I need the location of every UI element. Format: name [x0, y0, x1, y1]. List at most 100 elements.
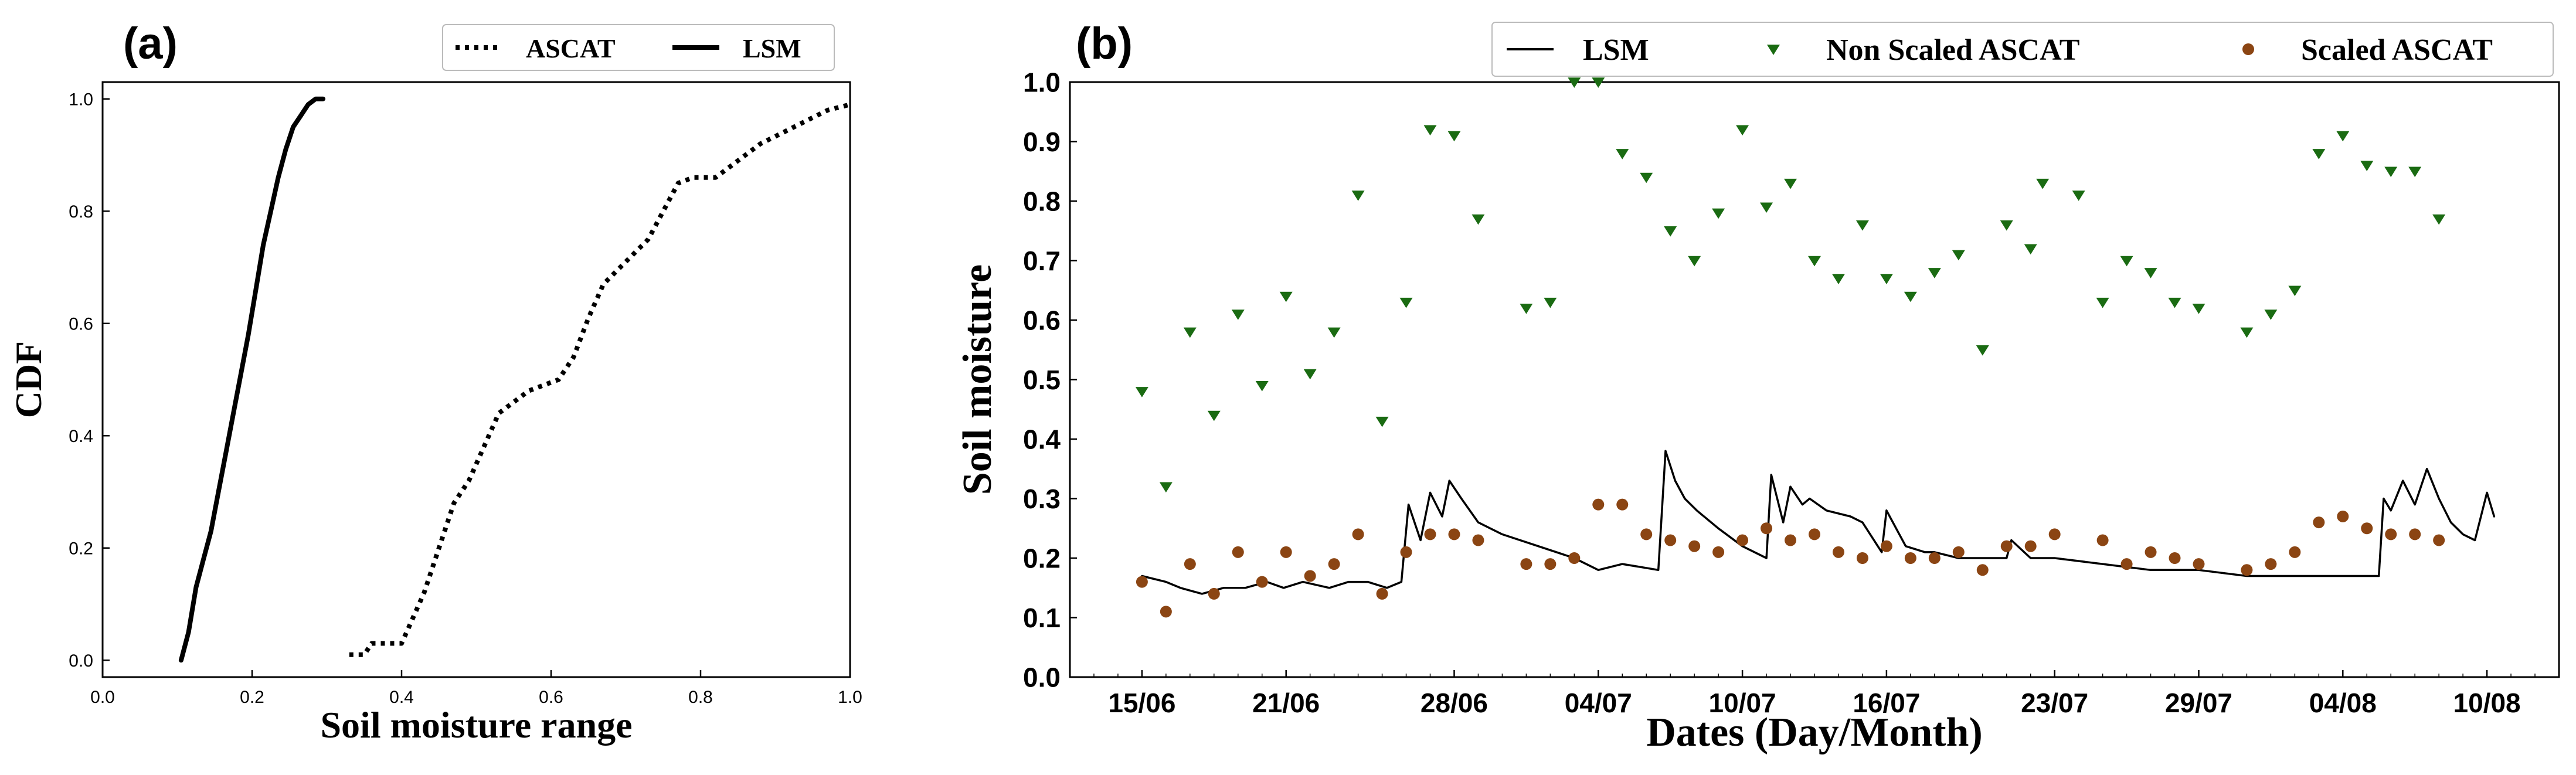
panel-a-y-tick-label: 0.4	[69, 427, 93, 446]
panel-b-series-scaled-ascat-point	[2096, 534, 2109, 546]
panel-b-series-non-scaled-ascat-point	[1640, 172, 1653, 183]
panel-b-series-scaled-ascat-point	[1952, 546, 1965, 558]
panel-b-series-non-scaled-ascat-point	[1351, 191, 1365, 201]
panel-b-series-scaled-ascat-point	[1136, 576, 1148, 588]
panel-b-series-non-scaled-ascat-point	[1159, 482, 1173, 493]
panel-a-legend-label: LSM	[743, 33, 801, 63]
panel-b-series-scaled-ascat-point	[1640, 528, 1653, 541]
panel-b-series-scaled-ascat-point	[1785, 534, 1797, 546]
panel-b-series-non-scaled-ascat-point	[2264, 310, 2278, 320]
panel-b-series-non-scaled-ascat-point	[1976, 345, 1989, 356]
panel-b-series-non-scaled-ascat-point	[1303, 369, 1317, 380]
panel-b-y-axis-label: Soil moisture	[955, 264, 1000, 495]
panel-b-x-tick-label: 28/06	[1420, 688, 1488, 718]
panel-a-series-lsm-line	[178, 96, 326, 663]
panel-b-series-non-scaled-ascat-point	[2024, 244, 2037, 255]
panel-b-series-lsm-line	[1141, 450, 2496, 595]
panel-b-x-tick-label: 23/07	[2021, 688, 2088, 718]
panel-b-series-scaled-ascat-point	[2313, 516, 2325, 529]
panel-b-series-scaled-ascat-point	[1736, 534, 1749, 546]
panel-b-series-scaled-ascat-point	[2000, 540, 2013, 552]
panel-b-legend-swatch	[2242, 43, 2254, 55]
panel-b-series-scaled-ascat-point	[1880, 540, 1892, 552]
panel-b-series-non-scaled-ascat-point	[1880, 274, 1893, 284]
panel-b-series-scaled-ascat-point	[1761, 522, 1773, 535]
panel-b-series-scaled-ascat-point	[2169, 552, 2181, 564]
panel-b-y-tick-label: 0.3	[1023, 484, 1061, 514]
panel-b-legend-box	[1491, 22, 2554, 77]
panel-b-series-non-scaled-ascat-point	[1592, 77, 1605, 88]
panel-b-series-non-scaled-ascat-point	[1135, 387, 1148, 397]
panel-b-series-non-scaled-ascat-point	[1568, 77, 1581, 88]
panel-b-series-non-scaled-ascat-point	[1207, 410, 1221, 422]
panel-a-series-ascat-line	[349, 102, 851, 657]
panel-b-legend-label: LSM	[1583, 33, 1649, 67]
panel-b-series-scaled-ascat-point	[1448, 528, 1460, 541]
panel-b-y-tick-label: 0.8	[1023, 186, 1061, 217]
panel-b-series-non-scaled-ascat-point	[2336, 131, 2350, 142]
panel-b-series-scaled-ascat-point	[1544, 558, 1557, 570]
panel-b-series-non-scaled-ascat-point	[2168, 297, 2181, 308]
panel-b-x-tick-label: 04/07	[1565, 688, 1632, 718]
panel-b-series-non-scaled-ascat-point	[1664, 226, 1677, 237]
panel-a-y-tick-label: 0.8	[69, 202, 93, 222]
panel-a-label: (a)	[123, 19, 178, 69]
panel-b-series-non-scaled-ascat-point	[1616, 149, 1629, 159]
panel-b-x-tick-label: 29/07	[2165, 688, 2232, 718]
panel-b-series-scaled-ascat-point	[1304, 570, 1316, 582]
panel-b-series-non-scaled-ascat-point	[1231, 310, 1245, 320]
panel-b-plot-frame	[1069, 81, 2560, 678]
panel-b-series-non-scaled-ascat-point	[1375, 416, 1389, 427]
panel-b-series-scaled-ascat-point	[2289, 546, 2301, 558]
panel-b-series-non-scaled-ascat-point	[1520, 304, 1533, 314]
panel-b-series-non-scaled-ascat-point	[2288, 285, 2302, 297]
panel-a-x-tick-label: 0.8	[688, 688, 713, 707]
panel-b-series-scaled-ascat-point	[2024, 540, 2037, 552]
panel-b-series-non-scaled-ascat-point	[1399, 297, 1413, 308]
panel-b-series-scaled-ascat-point	[2193, 558, 2205, 570]
panel-b-x-tick-label: 10/07	[1709, 688, 1776, 718]
panel-b-series-scaled-ascat-point	[1352, 528, 1364, 541]
panel-b-series-non-scaled-ascat-point	[2240, 327, 2254, 338]
panel-a-x-tick-label: 0.4	[389, 688, 414, 707]
panel-a-legend-label: ASCAT	[526, 33, 616, 63]
panel-b-series-non-scaled-ascat-point	[1447, 131, 1461, 142]
panel-b-legend-swatch	[1767, 45, 1780, 55]
panel-a-y-tick-label: 0.0	[69, 651, 93, 671]
panel-a-x-axis-label: Soil moisture range	[320, 704, 632, 746]
panel-b-series-non-scaled-ascat-point	[1784, 178, 1797, 189]
panel-b-x-axis-label: Dates (Day/Month)	[1646, 710, 1983, 755]
panel-b-series-scaled-ascat-point	[2120, 558, 2133, 570]
panel-b-series-scaled-ascat-point	[2265, 558, 2277, 570]
panel-a-x-tick-label: 0.0	[90, 688, 115, 707]
panel-b-series-non-scaled-ascat-point	[1831, 274, 1845, 284]
panel-b-series-non-scaled-ascat-point	[2000, 220, 2013, 231]
panel-b-series-scaled-ascat-point	[2409, 528, 2421, 541]
panel-b-y-tick-label: 0.9	[1023, 127, 1061, 157]
panel-b-x-tick-label: 04/08	[2309, 688, 2377, 718]
panel-b-series-non-scaled-ascat-point	[1327, 327, 1341, 338]
panel-b-series-scaled-ascat-point	[1424, 528, 1436, 541]
panel-a-y-tick-label: 0.6	[69, 315, 93, 334]
panel-b-legend-label: Non Scaled ASCAT	[1826, 33, 2079, 67]
panel-b-series-scaled-ascat-point	[1256, 576, 1268, 588]
panel-b-series-non-scaled-ascat-point	[1688, 256, 1701, 267]
panel-b-series-scaled-ascat-point	[1664, 534, 1677, 546]
panel-b-series-non-scaled-ascat-point	[1279, 291, 1293, 302]
panel-b-series-non-scaled-ascat-point	[1736, 125, 1749, 136]
panel-a-y-tick-label: 1.0	[69, 90, 93, 110]
panel-b-series-scaled-ascat-point	[1712, 546, 1725, 558]
panel-b-series-non-scaled-ascat-point	[1760, 202, 1773, 213]
panel-b-series-non-scaled-ascat-point	[2312, 149, 2326, 159]
panel-b-x-tick-label: 15/06	[1108, 688, 1175, 718]
panel-b-series-non-scaled-ascat-point	[1423, 125, 1437, 136]
panel-b-y-tick-label: 0.0	[1023, 662, 1061, 693]
panel-b-series-non-scaled-ascat-point	[1471, 214, 1485, 225]
panel-b-series-scaled-ascat-point	[1904, 552, 1916, 564]
panel-b-series-non-scaled-ascat-point	[2096, 297, 2109, 308]
panel-b-series-non-scaled-ascat-point	[2120, 256, 2133, 267]
panel-b-series-non-scaled-ascat-point	[1904, 291, 1917, 302]
panel-b-series-scaled-ascat-point	[1208, 587, 1220, 600]
panel-b-legend-label: Scaled ASCAT	[2301, 33, 2493, 67]
panel-b-series-non-scaled-ascat-point	[1255, 380, 1269, 392]
